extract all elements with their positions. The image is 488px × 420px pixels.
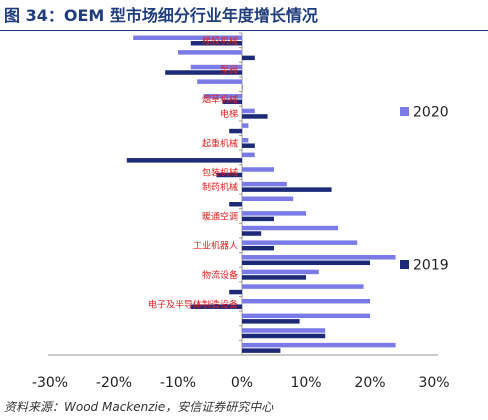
bar-2020 <box>242 108 255 114</box>
bar-2020 <box>242 269 319 275</box>
category-label: 暖通空调 <box>202 210 238 222</box>
x-tick-label: 0% <box>231 375 253 391</box>
legend-swatch-2020 <box>400 107 409 116</box>
bar-2019 <box>229 289 242 295</box>
category-label: 制药机械 <box>202 181 238 193</box>
bar-2020 <box>242 196 294 201</box>
bar-2019 <box>242 275 306 280</box>
x-tick-label: 20% <box>354 375 385 391</box>
bar-2020 <box>133 35 242 40</box>
figure-title: 图 34：OEM 型市场细分行业年度增长情况 <box>4 6 318 25</box>
bar-2019 <box>242 187 332 192</box>
title-divider <box>0 30 488 31</box>
bar-2019 <box>242 55 255 61</box>
bar-2019 <box>242 260 370 266</box>
bar-2019 <box>190 304 242 309</box>
legend-label-2019: 2019 <box>413 258 449 274</box>
bar-2020 <box>242 255 396 260</box>
legend-label-2020: 2020 <box>413 105 449 121</box>
bar-2019 <box>126 158 242 163</box>
bar-2019 <box>242 84 243 90</box>
category-label: 工业机器人 <box>193 240 238 252</box>
bar-2020 <box>242 167 274 172</box>
source-note: 资料来源：Wood Mackenzie，安信证券研究中心 <box>4 400 274 414</box>
bar-2020 <box>197 79 242 84</box>
bar-2020 <box>242 225 338 231</box>
x-tick-label: 30% <box>418 375 449 391</box>
bar-2020 <box>242 152 255 158</box>
bar-2019 <box>242 348 281 353</box>
category-label: 电子及半导体制造设备 <box>148 298 238 310</box>
bar-2020 <box>203 94 242 99</box>
category-label: 电梯 <box>220 108 238 120</box>
bar-2019 <box>242 319 300 324</box>
bar-2020 <box>242 284 364 289</box>
bar-2019 <box>242 143 255 148</box>
bar-2019 <box>222 99 242 105</box>
category-label: 起重机械 <box>202 137 238 149</box>
bar-2020 <box>242 298 370 304</box>
bar-2019 <box>242 333 326 339</box>
bar-2019 <box>165 70 242 75</box>
bar-2020 <box>178 50 242 55</box>
bar-2019 <box>242 245 274 251</box>
bar-2019 <box>229 202 242 207</box>
bar-2019 <box>242 114 268 119</box>
x-tick-label: 10% <box>290 375 321 391</box>
bar-2019 <box>242 216 274 222</box>
bar-2020 <box>242 137 249 143</box>
x-tick-label: -20% <box>96 375 132 391</box>
bar-2019 <box>216 172 242 178</box>
category-label: 包装机械 <box>202 167 238 179</box>
legend-swatch-2019 <box>400 260 409 269</box>
bar-2020 <box>190 64 242 70</box>
bar-2020 <box>242 328 326 333</box>
bar-2020 <box>242 211 306 216</box>
bar-2020 <box>242 342 396 348</box>
x-tick-label: -30% <box>32 375 68 391</box>
category-label: 烟草机械 <box>202 93 238 105</box>
bar-2019 <box>229 128 242 134</box>
bar-2020 <box>242 240 358 245</box>
category-label: 橡胶机械 <box>202 35 238 47</box>
bar-2019 <box>242 231 262 236</box>
category-label: 物流设备 <box>202 269 238 281</box>
bar-2019 <box>190 41 242 46</box>
bar-2020 <box>242 313 370 319</box>
bar-2020 <box>242 123 249 128</box>
bar-2020 <box>242 181 287 187</box>
category-label: 泵阀 <box>220 65 238 76</box>
x-tick-label: -10% <box>160 375 196 391</box>
